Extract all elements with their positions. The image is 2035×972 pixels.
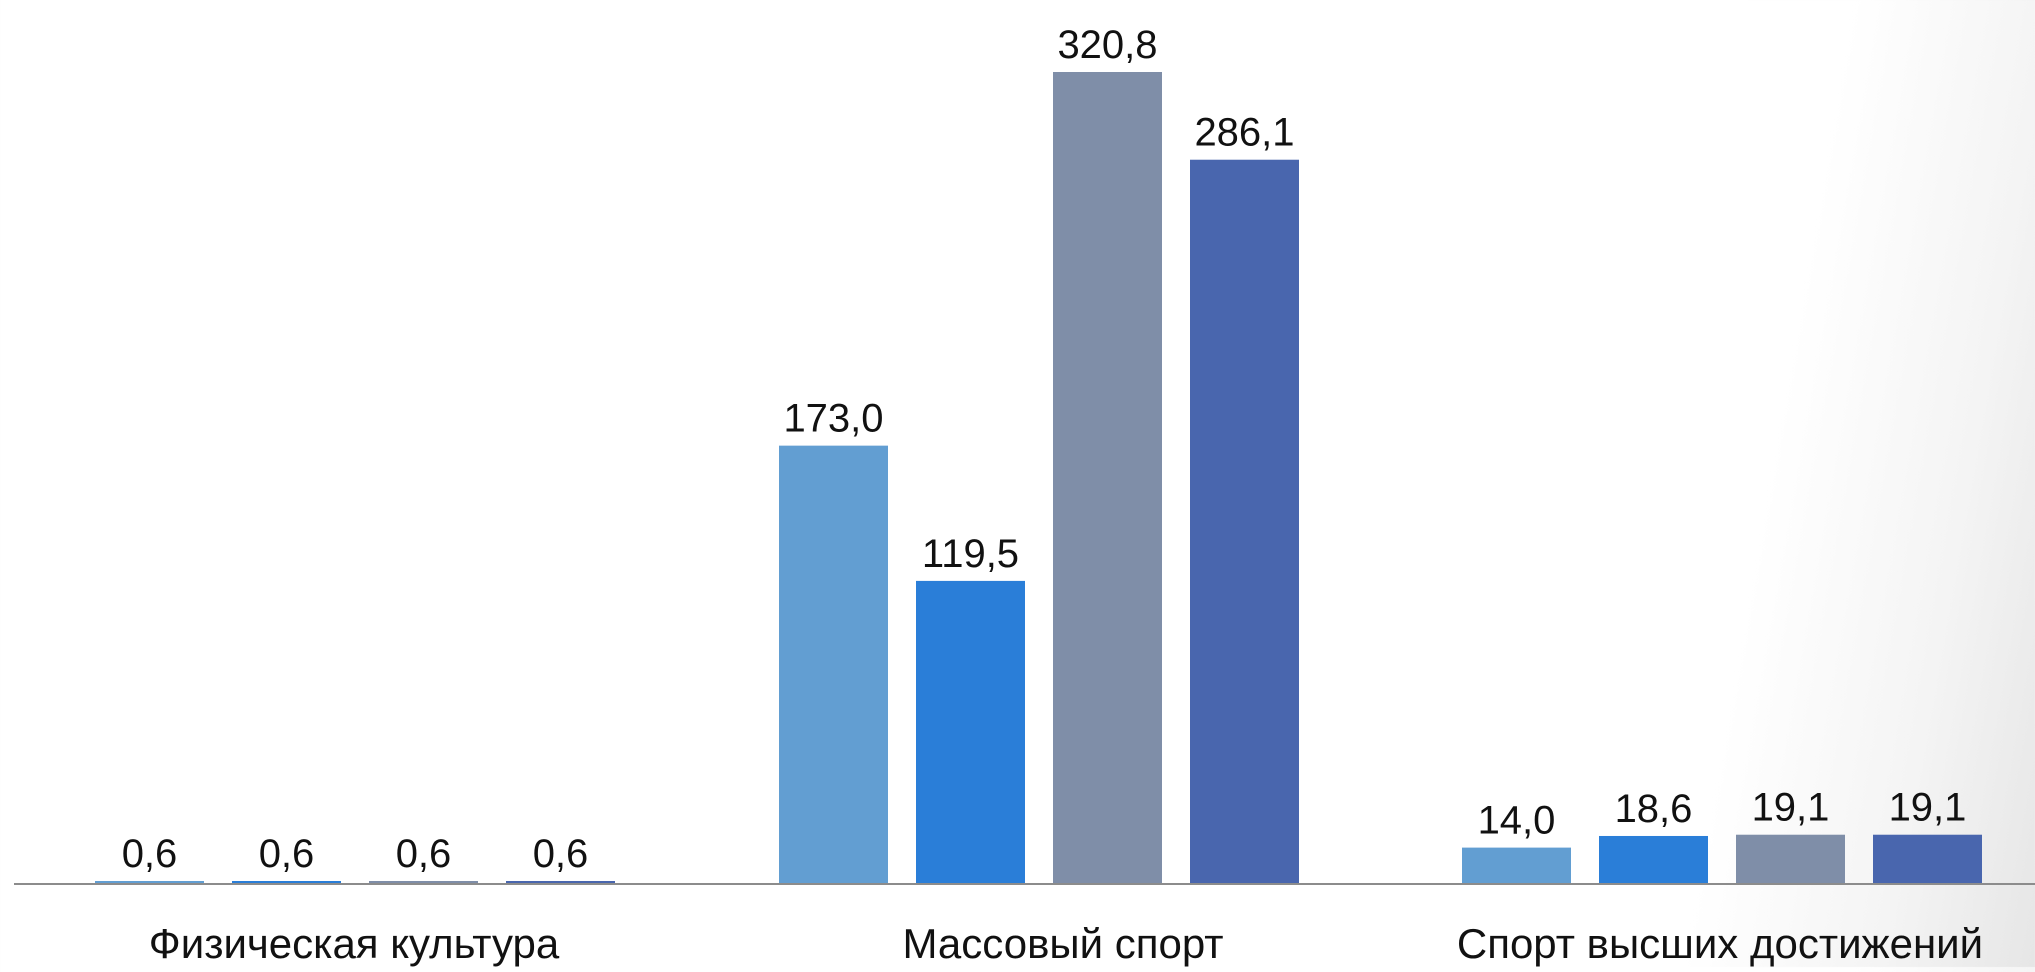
data-label-3-1: 14,0 <box>1478 799 1556 843</box>
data-label-1-1: 0,6 <box>122 832 178 876</box>
data-label-2-2: 119,5 <box>922 532 1019 576</box>
data-label-3-4: 19,1 <box>1889 786 1967 830</box>
data-label-2-4: 286,1 <box>1194 111 1294 155</box>
data-label-1-3: 0,6 <box>396 832 452 876</box>
bar-3-4 <box>1873 834 1982 883</box>
category-label-2: Массовый спорт <box>902 920 1223 967</box>
data-label-1-2: 0,6 <box>259 832 315 876</box>
bar-1-1 <box>95 881 204 883</box>
category-label-1: Физическая культура <box>149 920 560 967</box>
bar-3-3 <box>1736 834 1845 883</box>
data-labels-layer: 0,6 0,6 0,6 0,6 173,0 119,5 320,8 286,1 14,0 18,6… <box>122 23 1967 876</box>
bar-1-3 <box>369 881 478 883</box>
bar-3-2 <box>1599 835 1708 883</box>
bar-2-1 <box>779 445 888 883</box>
bar-1-4 <box>506 881 615 883</box>
bars-layer <box>95 72 1982 883</box>
bar-2-2 <box>916 580 1025 883</box>
bar-3-1 <box>1462 847 1571 883</box>
bar-2-3 <box>1053 72 1162 883</box>
data-label-3-3: 19,1 <box>1752 786 1830 830</box>
data-label-2-3: 320,8 <box>1057 23 1157 67</box>
category-labels-layer: Физическая культура Массовый спорт Спорт в… <box>149 920 1983 967</box>
data-label-2-1: 173,0 <box>783 397 883 441</box>
data-label-3-2: 18,6 <box>1615 787 1693 831</box>
category-label-3: Спорт высших достижений <box>1457 920 1983 967</box>
bar-2-4 <box>1190 159 1299 883</box>
data-label-1-4: 0,6 <box>533 832 589 876</box>
bar-1-2 <box>232 881 341 883</box>
